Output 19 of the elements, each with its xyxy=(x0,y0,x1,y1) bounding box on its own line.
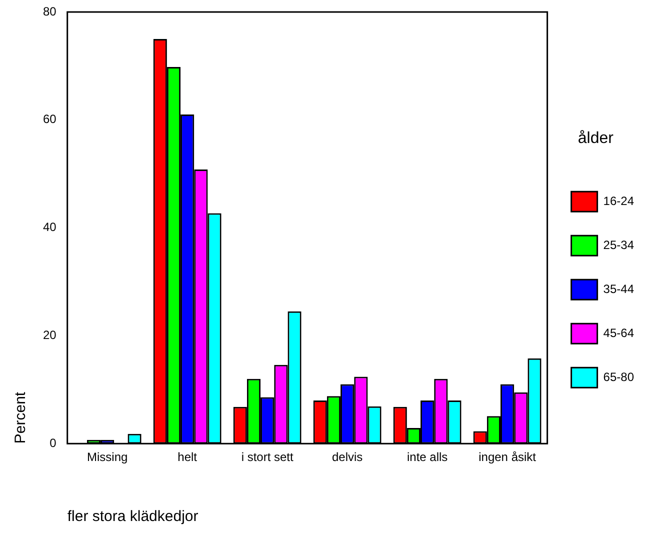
legend-title: ålder xyxy=(578,130,614,147)
legend-label: 25-34 xyxy=(603,238,634,252)
y-axis-title: Percent xyxy=(12,391,30,444)
x-tick-label: delvis xyxy=(332,450,363,464)
legend-label: 16-24 xyxy=(603,194,634,208)
x-axis-title: fler stora klädkedjor xyxy=(67,508,198,526)
y-tick-label: 0 xyxy=(50,436,57,450)
x-tick-label: inte alls xyxy=(406,450,448,464)
legend-label: 45-64 xyxy=(603,326,634,340)
x-tick-label: Missing xyxy=(87,450,128,464)
y-tick-label: 80 xyxy=(42,4,57,18)
legend-label: 35-44 xyxy=(603,282,634,296)
legend-label: 65-80 xyxy=(603,370,634,384)
x-tick-label: ingen åsikt xyxy=(478,450,537,464)
y-tick-label: 40 xyxy=(42,220,57,234)
y-tick-label: 60 xyxy=(42,112,57,126)
x-tick-label: helt xyxy=(178,450,198,464)
x-tick-label: i stort sett xyxy=(241,450,294,464)
y-tick-label: 20 xyxy=(42,328,57,342)
